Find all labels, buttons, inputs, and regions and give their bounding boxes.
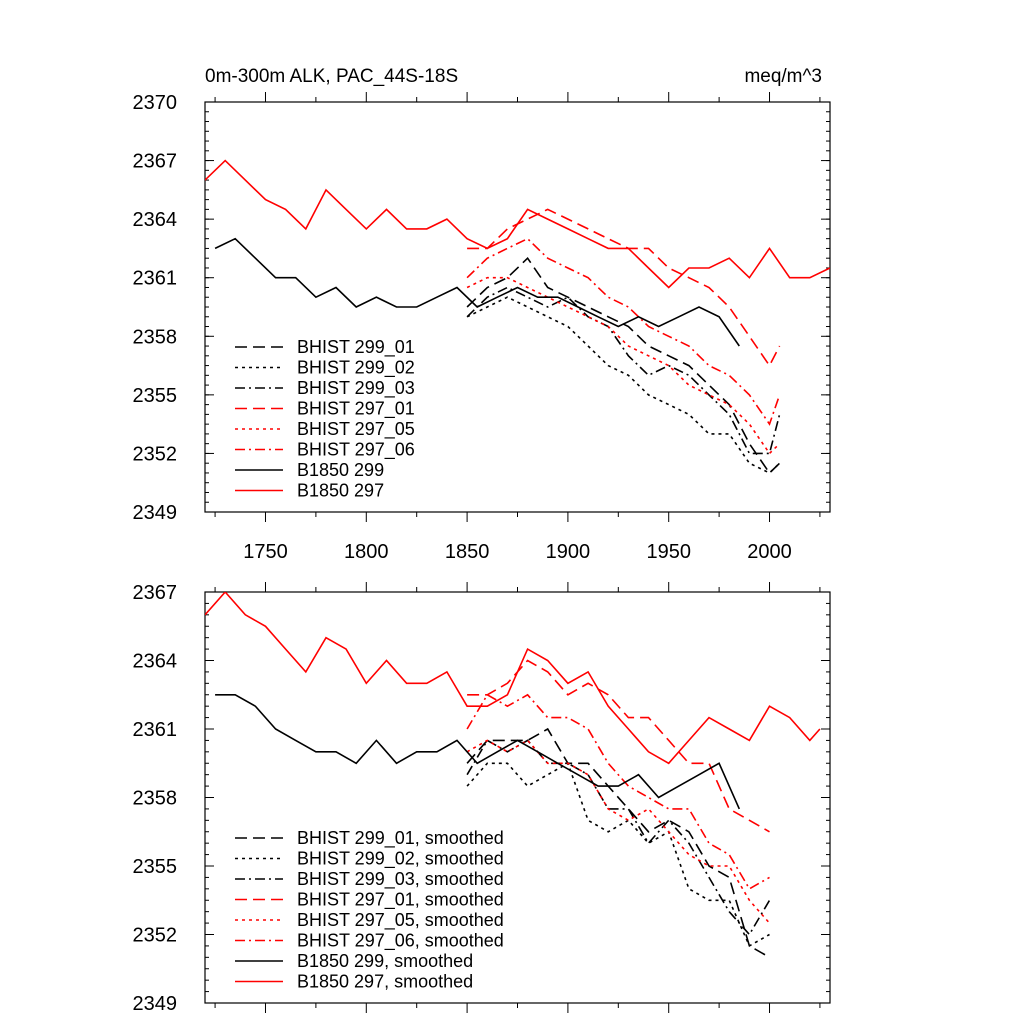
y-tick-label: 2355: [133, 385, 178, 407]
series-line-8: [205, 159, 830, 289]
chart-title: 0m-300m ALK, PAC_44S-18S: [205, 66, 458, 87]
legend-label: BHIST 297_06, smoothed: [297, 931, 504, 952]
legend-label: BHIST 299_01, smoothed: [297, 828, 504, 849]
legend-label: BHIST 299_01: [297, 337, 415, 358]
legend-label: B1850 297, smoothed: [297, 972, 473, 992]
y-tick-label: 2358: [133, 326, 178, 348]
legend-label: BHIST 297_01, smoothed: [297, 890, 504, 911]
x-tick-label: 2000: [747, 541, 792, 563]
legend-label: BHIST 299_02, smoothed: [297, 849, 504, 870]
legend-label: B1850 297: [297, 481, 384, 501]
legend-label: BHIST 299_02: [297, 358, 415, 379]
series-line-8: [205, 592, 821, 765]
y-tick-label: 2349: [133, 993, 178, 1015]
series-line-6: [466, 693, 770, 890]
legend-label: B1850 299: [297, 460, 384, 480]
series-line-5: [466, 739, 771, 924]
legend-label: B1850 299, smoothed: [297, 951, 473, 971]
series-line-7: [214, 237, 740, 347]
x-tick-label: 1900: [546, 541, 591, 563]
y-tick-label: 2355: [133, 856, 178, 878]
series-line-5: [466, 276, 781, 455]
x-tick-label: 1800: [344, 541, 389, 563]
series-line-2: [466, 762, 770, 948]
legend-label: BHIST 297_05, smoothed: [297, 910, 504, 931]
legend-label: BHIST 299_03, smoothed: [297, 869, 504, 890]
y-tick-label: 2361: [133, 268, 178, 290]
panel-1: 2349 2352 2355 2358 2361 2364 2367 2370 1750 1800…: [133, 66, 831, 563]
series-line-6: [466, 237, 781, 426]
y-tick-label: 2352: [133, 925, 178, 947]
y-tick-label: 2367: [133, 151, 178, 173]
legend-label: BHIST 297_06: [297, 440, 415, 461]
y-tick-label: 2361: [133, 719, 178, 741]
y-tick-label: 2358: [133, 788, 178, 810]
series-line-1: [466, 727, 770, 958]
panel-2: 2349 2352 2355 2358 2361 2364 2367 BHIST 299_01…: [133, 582, 831, 1015]
y-tick-label: 2367: [133, 582, 178, 604]
chart-units: meq/m^3: [744, 66, 822, 87]
x-tick-label: 1850: [445, 541, 490, 563]
series-line-7: [215, 693, 741, 810]
y-tick-label: 2364: [133, 209, 178, 231]
series-group: [205, 592, 821, 958]
y-tick-label: 2370: [133, 92, 178, 114]
y-tick-label: 2352: [133, 443, 178, 465]
legend-label: BHIST 297_01: [297, 399, 415, 420]
series-line-2: [466, 296, 781, 474]
x-tick-label: 1750: [243, 541, 288, 563]
series-line-4: [467, 659, 770, 833]
legend-label: BHIST 299_03: [297, 378, 415, 399]
series-line-1: [466, 256, 781, 475]
legend-label: BHIST 297_05: [297, 419, 415, 440]
x-tick-label: 1950: [646, 541, 691, 563]
series-group: [205, 159, 830, 475]
series-line-3: [466, 286, 781, 455]
y-tick-label: 2364: [133, 651, 178, 673]
y-tick-label: 2349: [133, 502, 178, 524]
